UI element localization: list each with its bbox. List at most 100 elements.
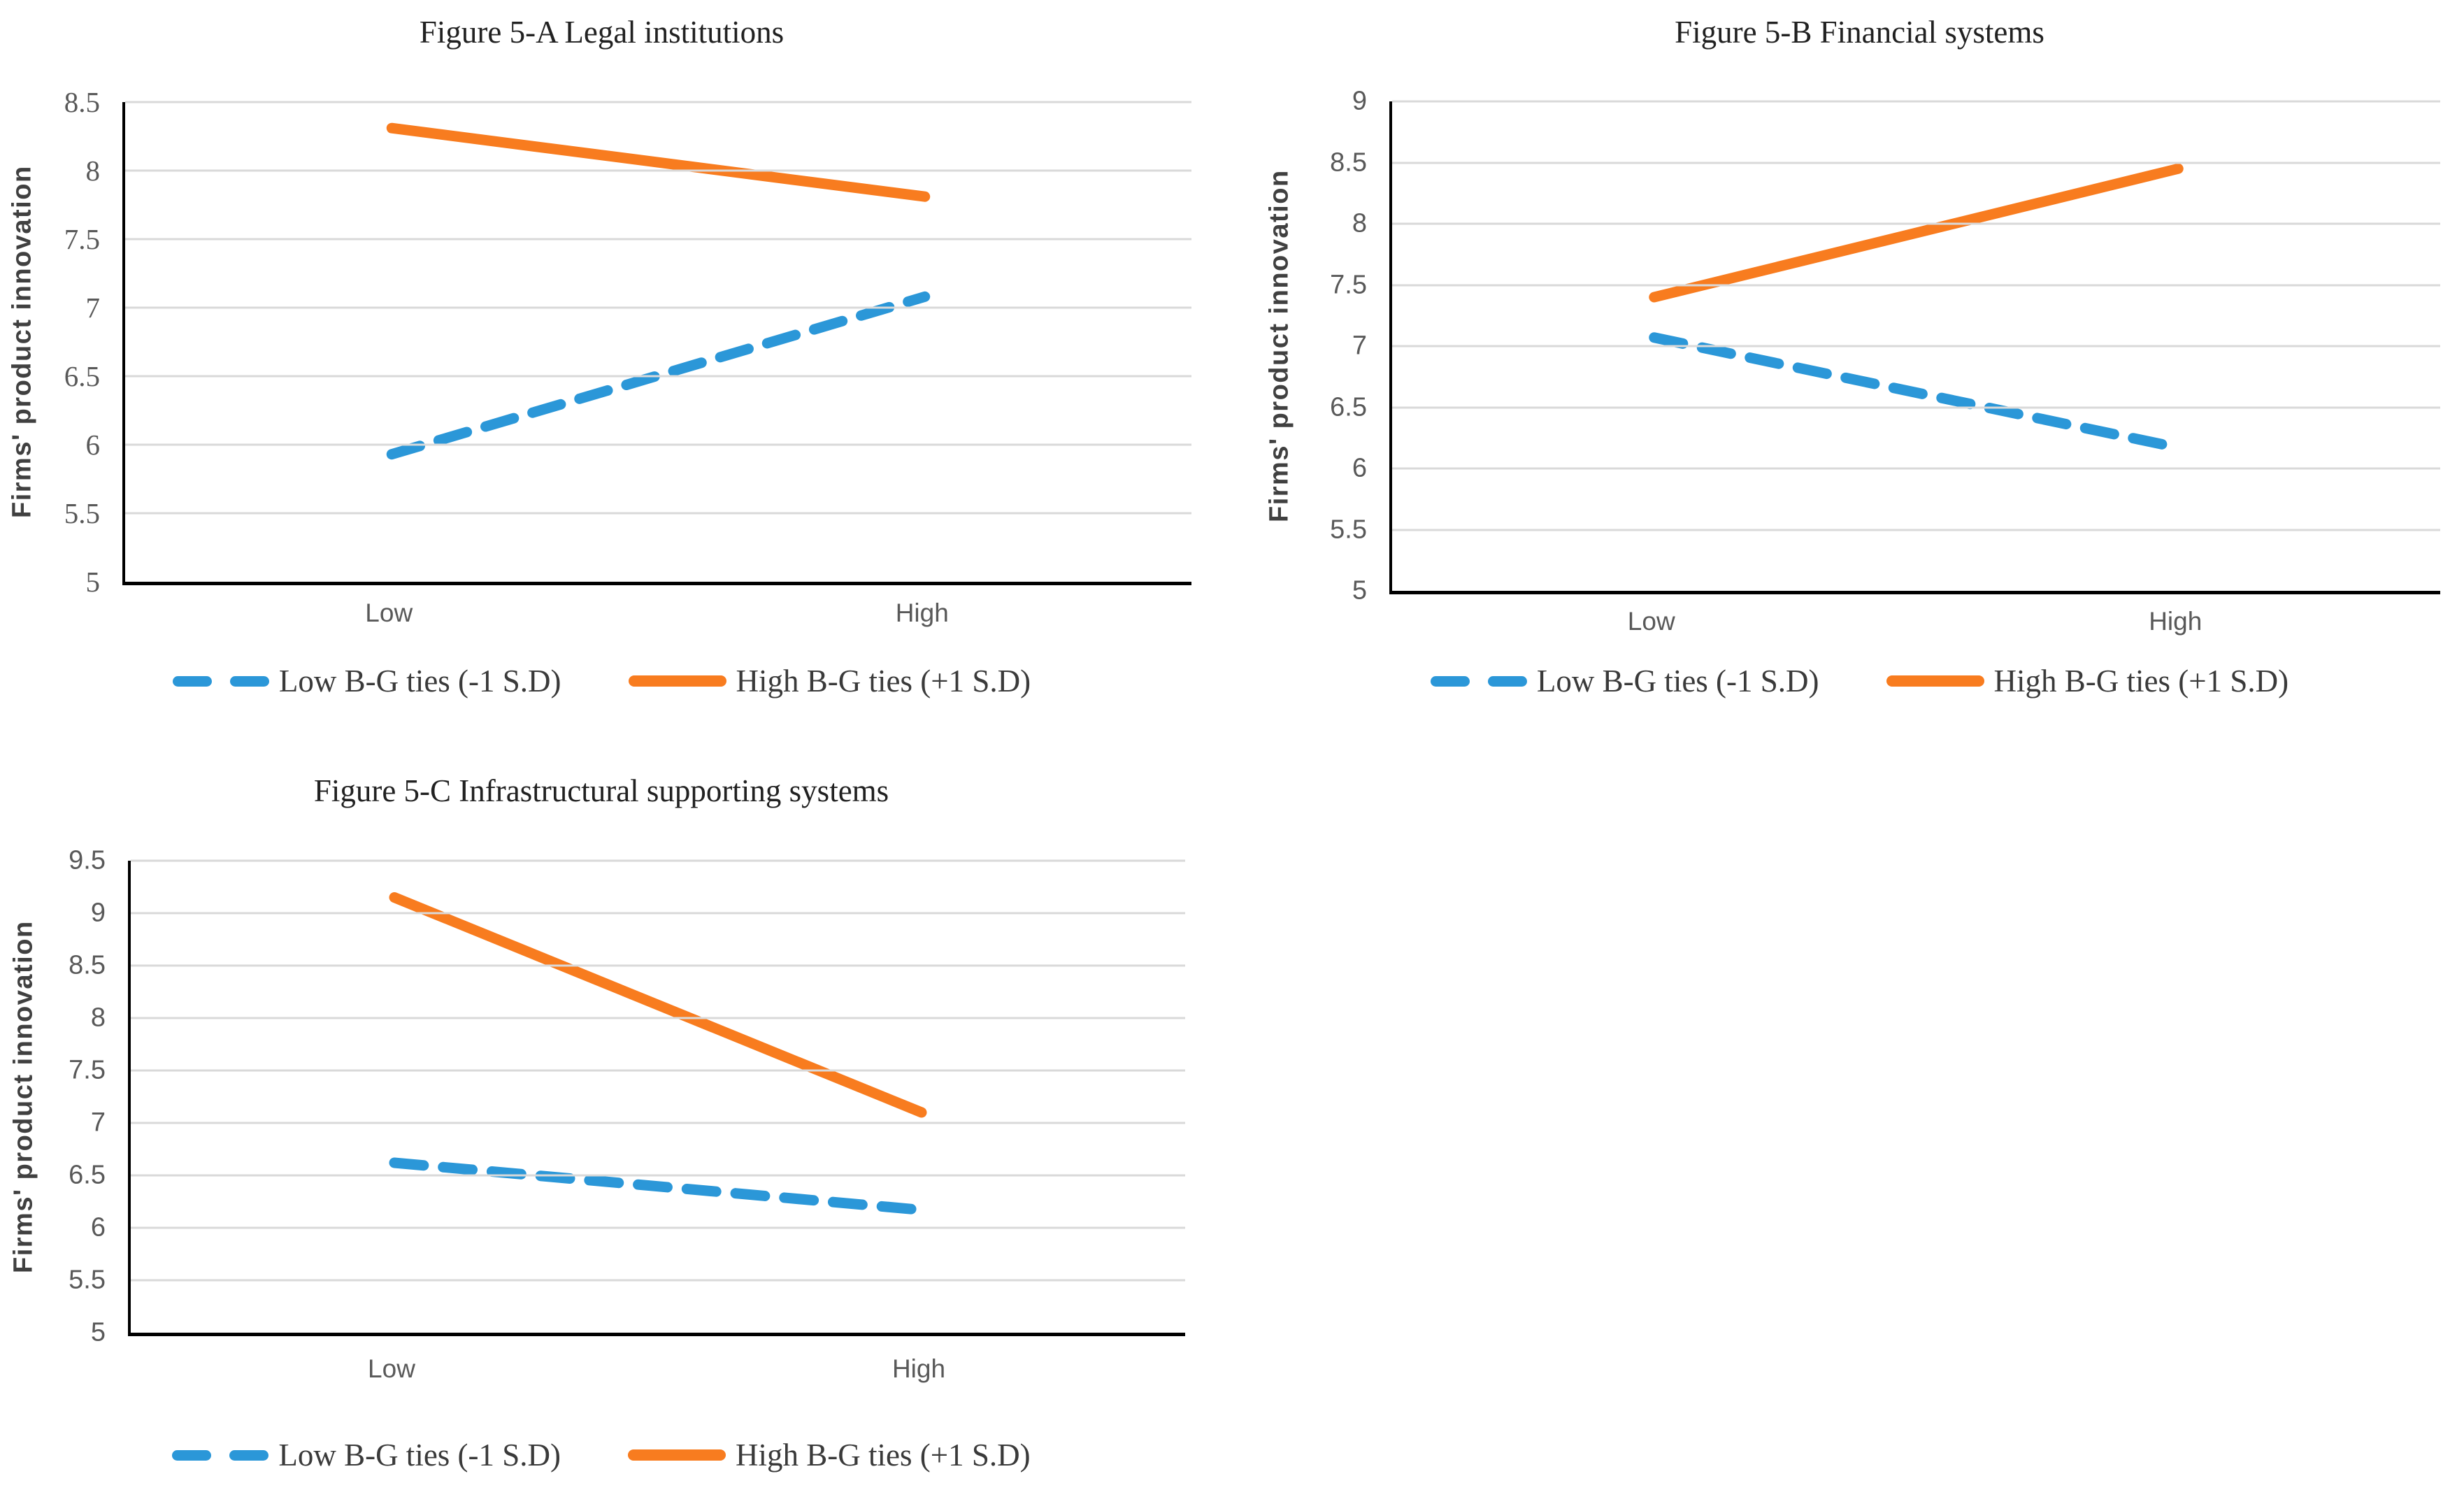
legend-label-low: Low B-G ties (-1 S.D): [278, 1438, 561, 1473]
legend: Low B-G ties (-1 S.D) High B-G ties (+1 …: [69, 663, 1135, 699]
y-tick-label: 7: [1352, 331, 1367, 361]
legend-swatch-dashed-line-icon: [172, 1449, 269, 1461]
y-tick-label: 6: [1352, 453, 1367, 483]
gridline: [131, 1279, 1185, 1282]
y-tick-label: 5: [1352, 575, 1367, 606]
y-tick-label: 8: [85, 155, 101, 187]
legend-item-low: Low B-G ties (-1 S.D): [172, 663, 561, 699]
legend-label-low: Low B-G ties (-1 S.D): [278, 664, 561, 699]
gridline: [1392, 100, 2440, 103]
gridline: [131, 912, 1185, 915]
series-line-high-bg-ties: [389, 892, 927, 1118]
gridline: [1392, 529, 2440, 531]
y-tick-label: 8.5: [64, 86, 100, 118]
y-tick-label: 7.5: [1330, 270, 1367, 299]
legend-item-high: High B-G ties (+1 S.D): [628, 1437, 1031, 1473]
series-line-low-bg-ties: [389, 1157, 927, 1215]
x-category-label: Low: [1627, 607, 1675, 636]
gridline: [125, 375, 1191, 378]
y-tick-label: 8: [90, 1003, 106, 1033]
gridline: [131, 964, 1185, 967]
gridline: [125, 306, 1191, 309]
series-lines: [389, 892, 927, 1215]
x-category-label: High: [2149, 607, 2202, 636]
legend-swatch-solid-line-icon: [1886, 675, 1984, 687]
legend-swatch-solid-line-icon: [628, 675, 726, 687]
gridline: [125, 101, 1191, 103]
gridline: [1392, 162, 2440, 164]
gridline: [1392, 406, 2440, 408]
y-axis-title: Firms' product innovation: [8, 920, 38, 1273]
x-axis-labels: Low High: [122, 599, 1189, 635]
plot-area: 9 8.5 8 7.5 7 6.5 6 5.5 5: [1330, 87, 2440, 606]
chart-title: Figure 5-C Infrastructural supporting sy…: [313, 773, 889, 808]
gridline: [1392, 284, 2440, 286]
chart-financial-systems: Figure 5-B Financial systems Firms' prod…: [1233, 0, 2464, 743]
chart-title: Figure 5-B Financial systems: [1675, 15, 2044, 50]
legend-swatch-dashed-line-icon: [1430, 675, 1527, 687]
legend-item-high: High B-G ties (+1 S.D): [628, 663, 1031, 699]
y-tick-label: 9: [1352, 86, 1367, 116]
x-category-label: Low: [365, 599, 413, 627]
y-tick-label: 7: [85, 292, 101, 324]
y-tick-label: 5.5: [69, 1265, 106, 1295]
y-tick-label: 5.5: [1330, 515, 1367, 544]
y-tick-label: 5: [85, 566, 101, 598]
series-lines: [386, 122, 931, 460]
chart-legal-institutions: Figure 5-A Legal institutions Firms' pro…: [0, 0, 1232, 743]
y-tick-label: 6.5: [1330, 392, 1367, 422]
series-line-high-bg-ties: [1649, 163, 2184, 303]
y-tick-label: 6: [90, 1212, 106, 1242]
gridline: [131, 1069, 1185, 1072]
plot-area: 9.5 9 8.5 8 7.5 7 6.5 6 5.5 5: [69, 846, 1185, 1347]
y-tick-label: 8.5: [1330, 148, 1367, 177]
chart-infrastructural-supporting-systems: Figure 5-C Infrastructural supporting sy…: [0, 745, 1259, 1490]
y-axis-title: Firms' product innovation: [7, 165, 37, 519]
legend-item-low: Low B-G ties (-1 S.D): [172, 1437, 561, 1473]
plot-area: 8.5 8 7.5 7 6.5 6 5.5 5: [64, 86, 1191, 598]
x-category-label: High: [895, 599, 949, 627]
x-category-label: High: [891, 1354, 946, 1383]
y-tick-label: 7.5: [64, 223, 100, 255]
gridline: [125, 512, 1191, 515]
legend-item-high: High B-G ties (+1 S.D): [1886, 663, 2289, 699]
legend-label-high: High B-G ties (+1 S.D): [1993, 664, 2289, 699]
gridline: [131, 1174, 1185, 1177]
gridline: [1392, 345, 2440, 348]
gridline: [131, 1017, 1185, 1019]
chart-title: Figure 5-A Legal institutions: [419, 15, 785, 50]
y-tick-label: 8.5: [69, 950, 106, 980]
series-line-high-bg-ties: [386, 122, 931, 202]
gridline: [1392, 222, 2440, 225]
x-category-label: Low: [368, 1354, 415, 1383]
x-axis-labels: Low High: [128, 1354, 1182, 1391]
legend-swatch-solid-line-icon: [628, 1449, 726, 1461]
gridline: [131, 1226, 1185, 1229]
y-tick-label: 8: [1352, 208, 1367, 238]
legend: Low B-G ties (-1 S.D) High B-G ties (+1 …: [74, 1437, 1129, 1473]
gridline: [125, 169, 1191, 172]
y-tick-label: 9.5: [69, 845, 106, 875]
y-tick-label: 6: [85, 429, 101, 461]
gridline: [125, 443, 1191, 446]
legend-item-low: Low B-G ties (-1 S.D): [1430, 663, 1819, 699]
y-axis-title: Firms' product innovation: [1264, 169, 1294, 523]
y-tick-label: 9: [90, 898, 106, 928]
y-tick-label: 7: [90, 1108, 106, 1138]
gridline: [1392, 467, 2440, 470]
gridline: [125, 238, 1191, 241]
legend-label-high: High B-G ties (+1 S.D): [736, 664, 1031, 699]
y-tick-label: 7.5: [69, 1055, 106, 1085]
legend-swatch-dashed-line-icon: [172, 675, 269, 687]
legend: Low B-G ties (-1 S.D) High B-G ties (+1 …: [1335, 663, 2384, 699]
y-tick-label: 6.5: [69, 1160, 106, 1190]
series-line-low-bg-ties: [1649, 332, 2184, 453]
legend-label-high: High B-G ties (+1 S.D): [736, 1438, 1031, 1473]
y-tick-label: 5.5: [64, 497, 100, 529]
legend-label-low: Low B-G ties (-1 S.D): [1536, 664, 1819, 699]
series-lines: [1649, 163, 2184, 453]
y-tick-label: 6.5: [64, 360, 100, 392]
gridline: [131, 1122, 1185, 1124]
x-axis-labels: Low High: [1389, 607, 2437, 643]
y-tick-label: 5: [90, 1317, 106, 1347]
